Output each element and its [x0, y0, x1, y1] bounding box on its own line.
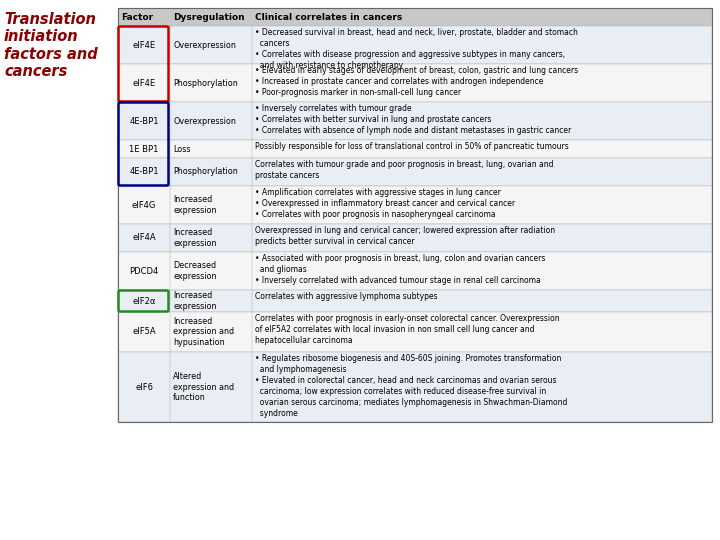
Bar [118, 102, 712, 140]
Text: PDCD4: PDCD4 [130, 267, 158, 275]
Bar [118, 312, 712, 352]
Text: Clinical correlates in cancers: Clinical correlates in cancers [255, 12, 402, 22]
Text: eIF2α: eIF2α [132, 296, 156, 306]
Bar [118, 224, 712, 252]
Text: • Elevated in early stages of development of breast, colon, gastric and lung can: • Elevated in early stages of developmen… [255, 66, 578, 97]
Bar [118, 290, 712, 312]
Text: 4E-BP1: 4E-BP1 [130, 167, 158, 177]
Text: eIF4E: eIF4E [132, 78, 156, 87]
Text: Correlates with poor prognosis in early-onset colorectal cancer. Overexpression
: Correlates with poor prognosis in early-… [255, 314, 559, 345]
Text: Phosphorylation: Phosphorylation [173, 167, 238, 177]
Text: • Amplification correlates with aggressive stages in lung cancer
• Overexpressed: • Amplification correlates with aggressi… [255, 188, 515, 219]
Text: Translation
initiation
factors and
cancers: Translation initiation factors and cance… [4, 12, 98, 79]
Bar [118, 8, 712, 26]
Bar [118, 252, 712, 290]
Bar [118, 140, 712, 158]
Text: • Inversely correlates with tumour grade
• Correlates with better survival in lu: • Inversely correlates with tumour grade… [255, 104, 571, 135]
Bar [118, 158, 712, 186]
Text: Overexpression: Overexpression [173, 40, 236, 50]
Bar [118, 26, 712, 64]
Bar [118, 64, 712, 102]
Text: • Regulates ribosome biogenesis and 40S-60S joining. Promotes transformation
  a: • Regulates ribosome biogenesis and 40S-… [255, 354, 567, 418]
Text: 1E BP1: 1E BP1 [130, 145, 158, 153]
Text: Increased
expression: Increased expression [173, 291, 217, 310]
Text: Loss: Loss [173, 145, 191, 153]
Bar [118, 140, 712, 158]
Text: Overexpressed in lung and cervical cancer; lowered expression after radiation
pr: Overexpressed in lung and cervical cance… [255, 226, 555, 246]
Text: Increased
expression: Increased expression [173, 195, 217, 215]
Text: Phosphorylation: Phosphorylation [173, 78, 238, 87]
Bar [118, 290, 712, 312]
Text: eIF5A: eIF5A [132, 327, 156, 336]
Text: eIF4G: eIF4G [132, 200, 156, 210]
Text: Overexpression: Overexpression [173, 117, 236, 125]
Bar [118, 8, 712, 422]
Bar [118, 8, 712, 26]
Text: eIF6: eIF6 [135, 382, 153, 392]
Text: Correlates with tumour grade and poor prognosis in breast, lung, ovarian and
pro: Correlates with tumour grade and poor pr… [255, 160, 554, 180]
Bar [118, 102, 712, 140]
Text: 4E-BP1: 4E-BP1 [130, 117, 158, 125]
Bar [118, 312, 712, 352]
Text: Increased
expression: Increased expression [173, 228, 217, 248]
Bar [118, 26, 712, 64]
Text: Factor: Factor [121, 12, 153, 22]
Text: • Decreased survival in breast, head and neck, liver, prostate, bladder and stom: • Decreased survival in breast, head and… [255, 28, 578, 70]
Bar [118, 224, 712, 252]
Bar [118, 252, 712, 290]
Text: Increased
expression and
hypusination: Increased expression and hypusination [173, 317, 234, 347]
Text: • Associated with poor prognosis in breast, lung, colon and ovarian cancers
  an: • Associated with poor prognosis in brea… [255, 254, 545, 285]
Text: Correlates with aggressive lymphoma subtypes: Correlates with aggressive lymphoma subt… [255, 292, 438, 301]
Bar [118, 158, 712, 186]
Bar [118, 64, 712, 102]
Bar [118, 352, 712, 422]
Bar [118, 352, 712, 422]
Text: eIF4E: eIF4E [132, 40, 156, 50]
Bar [118, 186, 712, 224]
Bar [118, 186, 712, 224]
Text: Decreased
expression: Decreased expression [173, 261, 217, 281]
Text: eIF4A: eIF4A [132, 233, 156, 242]
Text: Altered
expression and
function: Altered expression and function [173, 372, 234, 402]
Text: Dysregulation: Dysregulation [173, 12, 245, 22]
Text: Possibly responsible for loss of translational control in 50% of pancreatic tumo: Possibly responsible for loss of transla… [255, 142, 569, 151]
